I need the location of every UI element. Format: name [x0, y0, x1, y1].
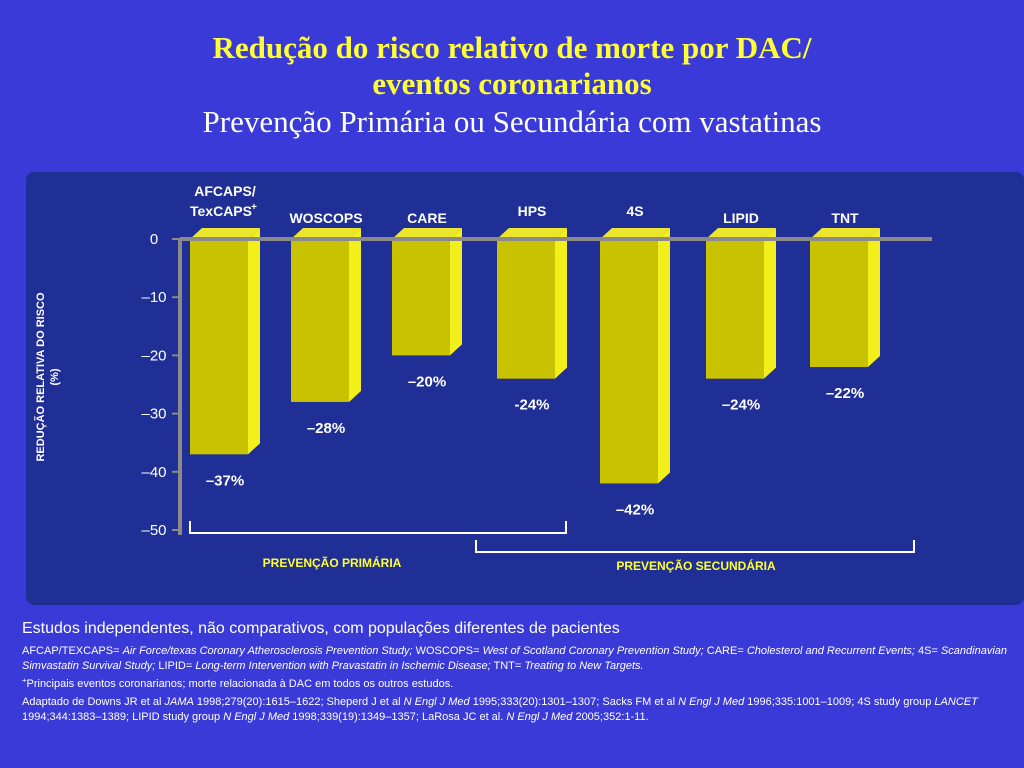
- bar: [497, 239, 555, 379]
- journal-name: JAMA: [164, 696, 194, 708]
- category-label-superscript: +: [251, 202, 257, 213]
- primary-prevention-bracket: [189, 521, 567, 534]
- abbrev-term: 4S=: [914, 645, 941, 657]
- footnote-main: Estudos independentes, não comparativos,…: [22, 620, 620, 637]
- y-axis-label: REDUÇÃO RELATIVA DO RISCO (%): [34, 292, 61, 462]
- y-tick-label: –20: [141, 347, 166, 364]
- category-label: LIPID: [723, 210, 759, 226]
- bar-side: [764, 228, 776, 379]
- reference-text: 1995;333(20):1301–1307; Sacks FM et al: [469, 696, 679, 708]
- footnotes: Estudos independentes, não comparativos,…: [22, 620, 1016, 728]
- bar-side: [868, 228, 880, 368]
- bar-side: [658, 228, 670, 484]
- secondary-prevention-bracket: [475, 540, 915, 553]
- bar-top: [497, 228, 567, 239]
- bar-side: [349, 228, 361, 402]
- bar: [190, 239, 248, 455]
- bar-top: [600, 228, 670, 239]
- category-label: CARE: [407, 210, 447, 226]
- abbrev-term: LIPID=: [155, 660, 196, 672]
- title-line-1: Redução do risco relativo de morte por D…: [212, 30, 812, 65]
- group-label-secondary: PREVENÇÃO SECUNDÁRIA: [616, 558, 776, 573]
- journal-name: N Engl J Med: [223, 711, 290, 723]
- bar-side: [248, 228, 260, 455]
- bar-data-label: –20%: [408, 373, 446, 390]
- journal-name: N Engl J Med: [678, 696, 745, 708]
- bar-data-label: –24%: [722, 397, 760, 414]
- bar: [291, 239, 349, 402]
- bar-top: [190, 228, 260, 239]
- y-axis-label-line-2: (%): [49, 368, 61, 385]
- reference-text: 1994;344:1383–1389; LIPID study group: [22, 711, 224, 723]
- bar-chart: 0 –10 –20 –30 –40 –50 REDUÇÃO RELATIVA DO RISC…: [34, 183, 932, 573]
- chart-panel: 0 –10 –20 –30 –40 –50 REDUÇÃO RELATIVA DO RISC…: [26, 172, 1024, 605]
- abbrev-definition: West of Scotland Coronary Prevention Stu…: [482, 645, 704, 657]
- category-label: WOSCOPS: [289, 210, 362, 226]
- bar-top: [291, 228, 361, 239]
- bar-data-label: -24%: [514, 397, 549, 414]
- title-block: Redução do risco relativo de morte por D…: [0, 30, 1024, 142]
- y-tick-label: –40: [141, 464, 166, 481]
- reference-text: 1998;339(19):1349–1357; LaRosa JC et al.: [289, 711, 507, 723]
- journal-name: N Engl J Med: [506, 711, 573, 723]
- bar-data-label: –37%: [206, 472, 244, 489]
- bar-side: [555, 228, 567, 379]
- abbrev-definition: Scandinavian Simvastatin Survival Study;: [22, 645, 1008, 672]
- y-axis-label-line-1: REDUÇÃO RELATIVA DO RISCO: [34, 292, 47, 462]
- y-tick-label: 0: [150, 231, 158, 248]
- bar: [810, 239, 868, 368]
- bar: [706, 239, 764, 379]
- category-label: TNT: [831, 210, 859, 226]
- title-line-2: eventos coronarianos: [372, 66, 652, 101]
- reference-text: Adaptado de Downs JR et al: [22, 696, 165, 708]
- abbrev-definition: Long-term Intervention with Pravastatin …: [195, 660, 491, 672]
- abbrev-term: CARE=: [703, 645, 747, 657]
- subtitle: Prevenção Primária ou Secundária com vas…: [202, 104, 822, 139]
- bar-data-label: –22%: [826, 385, 864, 402]
- abbrev-term: TNT=: [490, 660, 525, 672]
- y-tick-label: –10: [141, 289, 166, 306]
- plus-marker: +: [22, 675, 27, 685]
- footnote-references: Adaptado de Downs JR et al JAMA 1998;279…: [22, 695, 1016, 725]
- reference-text: 1996;335:1001–1009; 4S study group: [744, 696, 935, 708]
- abbrev-term: WOSCOPS=: [412, 645, 483, 657]
- abbrev-term: AFCAP/TEXCAPS=: [22, 645, 123, 657]
- bar: [392, 239, 450, 356]
- abbrev-definition: Air Force/texas Coronary Atherosclerosis…: [122, 645, 413, 657]
- y-tick-label: –30: [141, 406, 166, 423]
- group-label-primary: PREVENÇÃO PRIMÁRIA: [263, 555, 402, 570]
- bar-side: [450, 228, 462, 356]
- category-label: AFCAPS/: [194, 183, 256, 199]
- bar-data-label: –42%: [616, 501, 654, 518]
- bar-top: [392, 228, 462, 239]
- journal-name: LANCET: [934, 696, 978, 708]
- reference-text: 1998;279(20):1615–1622; Sheperd J et al: [193, 696, 404, 708]
- category-label: HPS: [518, 203, 547, 219]
- y-tick-label: –50: [141, 522, 166, 539]
- bar-top: [810, 228, 880, 239]
- footnote-plus: +Principais eventos coronarianos; morte …: [22, 675, 1016, 692]
- bar: [600, 239, 658, 484]
- bar-data-label: –28%: [307, 420, 345, 437]
- category-label: TexCAPS: [190, 203, 252, 219]
- abbrev-definition: Treating to New Targets.: [524, 660, 644, 672]
- bar-top: [706, 228, 776, 239]
- abbrev-definition: Cholesterol and Recurrent Events;: [746, 645, 915, 657]
- journal-name: N Engl J Med: [403, 696, 470, 708]
- plus-note: Principais eventos coronarianos; morte r…: [26, 678, 454, 690]
- reference-text: 2005;352:1-11.: [572, 711, 649, 723]
- footnote-abbreviations: AFCAP/TEXCAPS= Air Force/texas Coronary …: [22, 644, 1016, 674]
- category-label: 4S: [626, 203, 643, 219]
